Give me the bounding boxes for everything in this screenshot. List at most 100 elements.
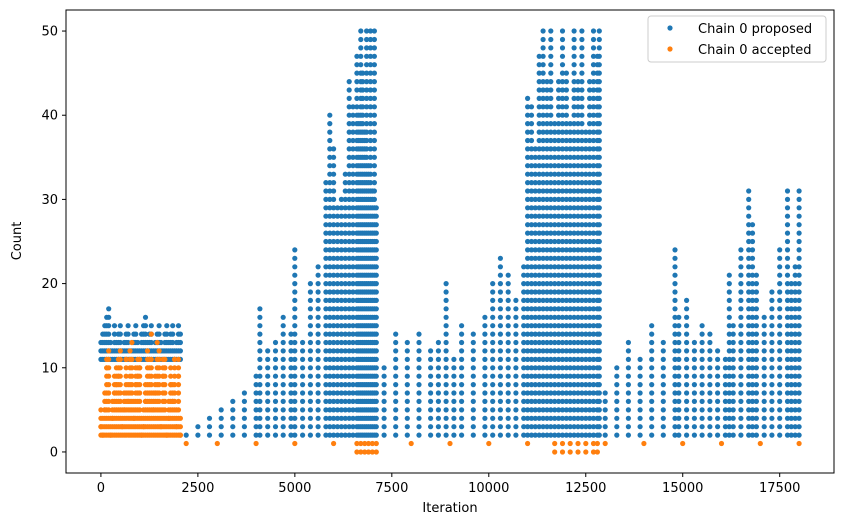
proposed-point (404, 356, 410, 362)
proposed-point (544, 255, 550, 261)
proposed-point (587, 390, 593, 396)
proposed-point (435, 348, 441, 354)
proposed-point (738, 264, 744, 270)
proposed-point (331, 222, 337, 228)
proposed-point (575, 272, 581, 278)
proposed-point (596, 398, 602, 404)
proposed-point (544, 390, 550, 396)
proposed-point (587, 129, 593, 135)
proposed-point (331, 163, 337, 169)
proposed-point (532, 306, 538, 312)
proposed-point (528, 163, 535, 169)
proposed-point (761, 390, 767, 396)
proposed-point (749, 247, 756, 253)
proposed-point (265, 432, 271, 438)
proposed-point (513, 314, 519, 320)
proposed-point (556, 373, 562, 379)
proposed-point (559, 373, 566, 379)
proposed-point (536, 180, 542, 186)
proposed-point (505, 289, 511, 295)
proposed-point (753, 398, 760, 404)
proposed-point (746, 390, 752, 396)
proposed-point (183, 432, 189, 438)
proposed-point (490, 356, 496, 362)
proposed-point (528, 104, 535, 110)
accepted-point (583, 440, 589, 447)
proposed-point (350, 314, 356, 320)
proposed-point (684, 331, 690, 337)
proposed-point (579, 348, 585, 354)
proposed-point (346, 415, 352, 421)
proposed-point (540, 339, 546, 346)
proposed-point (354, 70, 360, 76)
proposed-point (660, 382, 666, 388)
proposed-point (300, 415, 306, 421)
proposed-point (327, 424, 333, 430)
proposed-point (746, 398, 752, 404)
proposed-point (583, 205, 589, 211)
proposed-point (614, 382, 620, 388)
proposed-point (338, 331, 344, 337)
proposed-point (563, 146, 570, 152)
proposed-point (381, 432, 387, 438)
proposed-point (707, 331, 713, 337)
proposed-point (730, 424, 736, 430)
proposed-point (241, 390, 247, 396)
proposed-point (590, 230, 597, 236)
proposed-point (769, 331, 775, 337)
proposed-point (587, 238, 593, 245)
proposed-point (590, 331, 597, 337)
proposed-point (587, 314, 593, 320)
proposed-point (528, 205, 535, 211)
proposed-point (691, 415, 698, 421)
proposed-point (567, 180, 573, 186)
proposed-point (253, 382, 259, 388)
proposed-point (315, 289, 321, 295)
proposed-point (470, 407, 476, 413)
proposed-point (583, 407, 589, 413)
proposed-point (753, 339, 760, 346)
proposed-point (637, 356, 643, 362)
proposed-point (649, 432, 655, 438)
proposed-point (346, 163, 352, 169)
proposed-point (792, 356, 798, 362)
proposed-point (540, 415, 546, 421)
proposed-point (288, 407, 294, 413)
proposed-point (587, 196, 593, 202)
proposed-point (552, 222, 558, 228)
proposed-point (528, 323, 535, 329)
proposed-point (575, 255, 581, 261)
accepted-point (175, 398, 182, 404)
proposed-point (540, 238, 546, 245)
proposed-point (587, 373, 593, 379)
proposed-point (334, 297, 341, 303)
proposed-point (346, 297, 352, 303)
proposed-point (381, 398, 387, 404)
proposed-point (587, 398, 593, 404)
proposed-point (528, 213, 535, 219)
proposed-point (342, 255, 348, 261)
proposed-point (482, 373, 488, 379)
proposed-point (567, 289, 573, 295)
proposed-point (571, 390, 577, 396)
proposed-point (556, 95, 562, 101)
proposed-point (331, 146, 337, 152)
proposed-point (761, 424, 767, 430)
proposed-point (346, 339, 352, 346)
proposed-point (532, 205, 538, 211)
proposed-point (672, 297, 678, 303)
proposed-point (338, 373, 344, 379)
proposed-point (371, 129, 377, 135)
proposed-point (788, 365, 794, 371)
proposed-point (596, 213, 602, 219)
proposed-point (788, 390, 794, 396)
proposed-point (563, 79, 570, 85)
proposed-point (575, 424, 581, 430)
proposed-point (590, 323, 597, 329)
proposed-point (796, 196, 802, 202)
proposed-point (596, 272, 602, 278)
proposed-point (660, 424, 666, 430)
accepted-point (148, 365, 154, 371)
proposed-point (327, 398, 333, 404)
proposed-point (230, 424, 236, 430)
